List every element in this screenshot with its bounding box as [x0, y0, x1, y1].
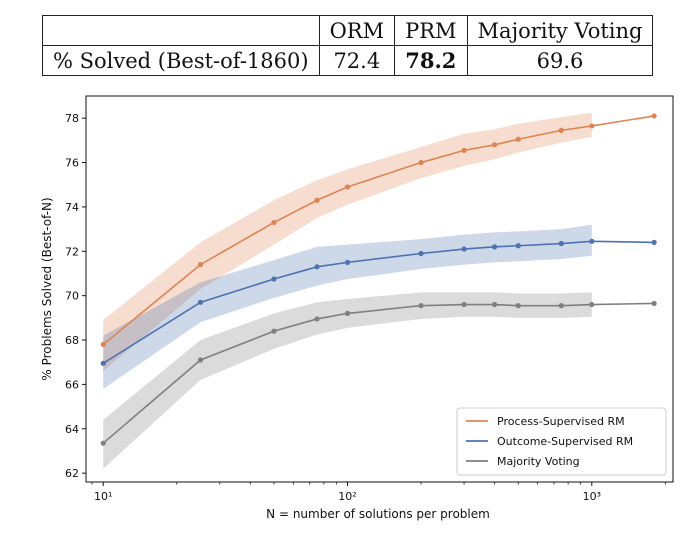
- chart-legend: Process-Supervised RM Outcome-Supervised …: [456, 407, 667, 476]
- process-supervised-rm-point: [271, 219, 277, 226]
- outcome-supervised-rm-point: [651, 239, 657, 246]
- y-tick-label: 62: [65, 467, 79, 480]
- process-supervised-rm-line: [102, 115, 655, 346]
- majority-voting-point: [491, 301, 498, 308]
- majority-voting-point: [314, 316, 320, 322]
- majority-voting-point: [100, 440, 106, 446]
- majority-voting-point: [271, 328, 277, 334]
- majority-voting-point: [344, 310, 351, 316]
- process-supervised-rm-confidence-band: [103, 112, 592, 372]
- process-supervised-rm-legend-label: Process-Supervised RM: [497, 415, 625, 428]
- majority-voting-confidence-band: [103, 292, 592, 469]
- process-supervised-rm-point: [651, 113, 657, 119]
- results-table: ORM PRM Majority Voting % Solved (Best-o…: [42, 15, 654, 76]
- majority-voting-point: [558, 303, 564, 309]
- majority-voting-point: [589, 301, 595, 308]
- results-table-value-orm: 72.4: [318, 45, 396, 76]
- y-tick-label: 68: [65, 334, 79, 347]
- x-tick-label: 10²: [338, 490, 356, 503]
- majority-voting-legend-label: Majority Voting: [497, 455, 580, 468]
- outcome-supervised-rm-point: [515, 243, 521, 249]
- outcome-supervised-rm-point: [558, 240, 564, 247]
- majority-voting-point: [197, 357, 204, 363]
- outcome-supervised-rm-point: [197, 299, 204, 305]
- majority-voting-line: [102, 302, 655, 444]
- y-tick-label: 70: [65, 290, 79, 303]
- confidence-bands: [103, 112, 592, 469]
- outcome-supervised-rm-point: [491, 244, 498, 250]
- results-table-row-label: % Solved (Best-of-1860): [42, 45, 320, 76]
- process-supervised-rm-point: [344, 184, 351, 190]
- process-supervised-rm-point: [558, 127, 564, 133]
- outcome-supervised-rm-point: [314, 264, 320, 270]
- x-axis: 10¹ 10² 10³: [91, 482, 666, 503]
- results-table-value-majority: 69.6: [466, 45, 654, 76]
- process-supervised-rm-point: [100, 341, 106, 348]
- y-tick-label: 76: [65, 157, 79, 170]
- outcome-supervised-rm-confidence-band: [103, 224, 592, 389]
- results-table-header-majority: Majority Voting: [466, 15, 654, 46]
- outcome-supervised-rm-point: [418, 250, 424, 257]
- series-points: [100, 113, 657, 446]
- outcome-supervised-rm-point: [589, 238, 595, 244]
- x-axis-label: N = number of solutions per problem: [266, 507, 490, 521]
- process-supervised-rm-point: [461, 147, 467, 153]
- outcome-supervised-rm-point: [271, 276, 277, 282]
- majority-voting-point: [651, 300, 657, 307]
- process-supervised-rm-point: [491, 142, 498, 148]
- outcome-supervised-rm-legend-label: Outcome-Supervised RM: [497, 435, 633, 448]
- majority-voting-point: [461, 301, 467, 308]
- process-supervised-rm-point: [197, 262, 204, 268]
- process-supervised-rm-point: [589, 123, 595, 129]
- majority-voting-point: [515, 303, 521, 309]
- y-tick-label: 64: [65, 423, 79, 436]
- legend-frame: [456, 407, 667, 476]
- outcome-supervised-rm-point: [461, 246, 467, 252]
- results-table-data-row: % Solved (Best-of-1860) 72.4 78.2 69.6: [42, 45, 654, 76]
- process-supervised-rm-point: [515, 136, 521, 142]
- y-tick-label: 78: [65, 112, 79, 125]
- process-supervised-rm-point: [314, 197, 320, 203]
- y-axis: 62 64 66 68 70 72 74 76 78: [65, 112, 86, 480]
- process-supervised-rm-point: [418, 159, 424, 166]
- y-tick-label: 66: [65, 378, 79, 391]
- y-axis-label: % Problems Solved (Best-of-N): [40, 197, 54, 380]
- y-tick-label: 74: [65, 201, 79, 214]
- outcome-supervised-rm-point: [100, 360, 106, 366]
- results-table-value-prm: 78.2: [394, 45, 468, 76]
- outcome-supervised-rm-point: [344, 259, 351, 265]
- series-lines: [102, 115, 655, 444]
- outcome-supervised-rm-line: [102, 240, 655, 364]
- results-table-container: ORM PRM Majority Voting % Solved (Best-o…: [42, 15, 654, 76]
- x-tick-label: 10³: [583, 490, 601, 503]
- y-tick-label: 72: [65, 245, 79, 258]
- x-tick-label: 10¹: [94, 490, 112, 503]
- plot-frame: [85, 95, 674, 483]
- majority-voting-point: [418, 303, 424, 309]
